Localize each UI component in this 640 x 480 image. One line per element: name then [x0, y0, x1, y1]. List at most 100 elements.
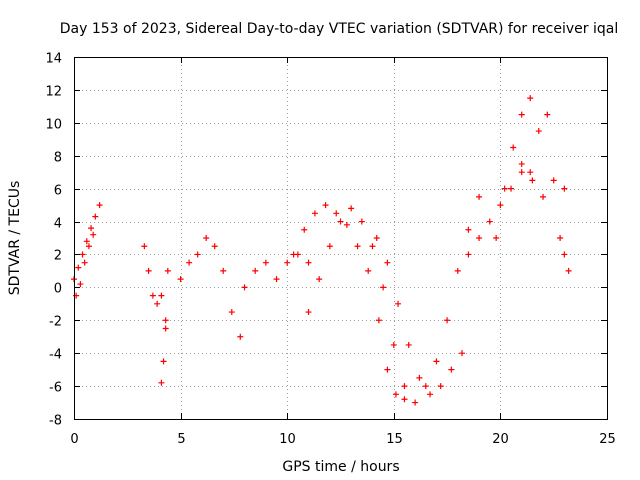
data-point [237, 333, 244, 340]
axis-ticks: 0 5 10 15 20 25 -8 -6 -4 -2 0 2 4 6 8 10 12 14 [45, 52, 615, 448]
satellite-track-9 [373, 235, 466, 398]
data-point [365, 267, 372, 274]
x-tick-label: 15 [386, 432, 403, 447]
data-point [437, 383, 444, 390]
satellite-track-11 [465, 169, 525, 258]
data-point [465, 226, 472, 233]
data-point [486, 218, 493, 225]
y-tick-label: -4 [49, 348, 62, 363]
x-axis-label: GPS time / hours [282, 459, 399, 475]
data-point [301, 226, 308, 233]
satellite-track-15 [557, 235, 572, 274]
data-point [90, 231, 97, 238]
data-point [395, 300, 402, 307]
data-point [273, 276, 280, 283]
y-tick-label: -6 [49, 381, 62, 396]
data-point [164, 267, 171, 274]
satellite-track-13 [518, 111, 551, 176]
data-point [380, 284, 387, 291]
y-tick-label: 2 [54, 249, 62, 264]
data-point [211, 243, 218, 250]
data-point [561, 251, 568, 258]
data-point [348, 205, 355, 212]
y-tick-label: 6 [54, 184, 62, 199]
data-point [497, 202, 504, 209]
x-tick-label: 20 [492, 432, 509, 447]
data-point [459, 350, 466, 357]
x-tick-label: 0 [70, 432, 78, 447]
data-point [162, 317, 169, 324]
data-point [375, 317, 382, 324]
data-point [444, 317, 451, 324]
x-tick-label: 10 [279, 432, 296, 447]
data-point [493, 235, 500, 241]
satellite-track-5 [177, 235, 244, 340]
data-point [527, 95, 534, 102]
data-point [177, 276, 184, 283]
y-tick-label: -8 [49, 414, 62, 429]
data-point [476, 193, 483, 200]
data-point [154, 300, 161, 307]
data-point [540, 193, 547, 200]
satellite-track-3 [141, 243, 169, 324]
data-point [158, 379, 165, 386]
data-point [96, 202, 103, 209]
y-axis-label: SDTVAR / TECUs [7, 181, 23, 296]
satellite-track-6 [241, 251, 312, 291]
satellite-track-8 [305, 205, 419, 406]
data-point [75, 264, 82, 271]
y-tick-label: 4 [54, 217, 62, 232]
data-point [220, 267, 227, 274]
data-point [322, 202, 329, 209]
data-point [83, 238, 90, 245]
data-point [510, 144, 517, 151]
data-point [354, 243, 361, 250]
data-point [535, 128, 542, 135]
satellite-track-10 [422, 193, 483, 390]
satellite-track-4 [158, 267, 171, 386]
data-point [158, 292, 165, 299]
data-point [79, 251, 86, 258]
data-point [141, 243, 148, 250]
data-point [316, 276, 323, 283]
satellite-track-12 [493, 95, 534, 241]
y-tick-label: -2 [49, 315, 62, 330]
data-point [326, 243, 333, 250]
data-point [544, 111, 551, 118]
data-point [369, 243, 376, 250]
data-point [88, 225, 95, 232]
data-point [145, 267, 152, 274]
data-point [454, 267, 461, 274]
data-point [392, 391, 399, 398]
data-point [337, 218, 344, 225]
data-point [416, 374, 423, 381]
data-point [305, 309, 312, 316]
data-point [518, 160, 525, 167]
data-point [358, 218, 365, 225]
data-point [518, 111, 525, 118]
data-point [550, 177, 557, 184]
data-point [162, 325, 169, 332]
data-point [194, 251, 201, 258]
satellite-track-14 [529, 177, 568, 200]
data-point [252, 267, 259, 274]
data-point [305, 259, 312, 266]
chart-title: Day 153 of 2023, Sidereal Day-to-day VTE… [60, 21, 618, 37]
data-point [518, 169, 525, 176]
y-tick-label: 12 [45, 85, 62, 100]
data-point [501, 185, 508, 192]
data-point [203, 235, 210, 241]
data-point [476, 235, 483, 241]
data-point [427, 391, 434, 398]
data-point [384, 366, 391, 373]
data-point [508, 185, 515, 192]
data-point [561, 185, 568, 192]
y-tick-label: 14 [45, 52, 62, 67]
data-point [565, 267, 572, 274]
data-point [262, 259, 269, 266]
data-point [527, 169, 534, 176]
data-point [422, 383, 429, 390]
data-point [77, 281, 84, 288]
data-point [343, 221, 350, 228]
